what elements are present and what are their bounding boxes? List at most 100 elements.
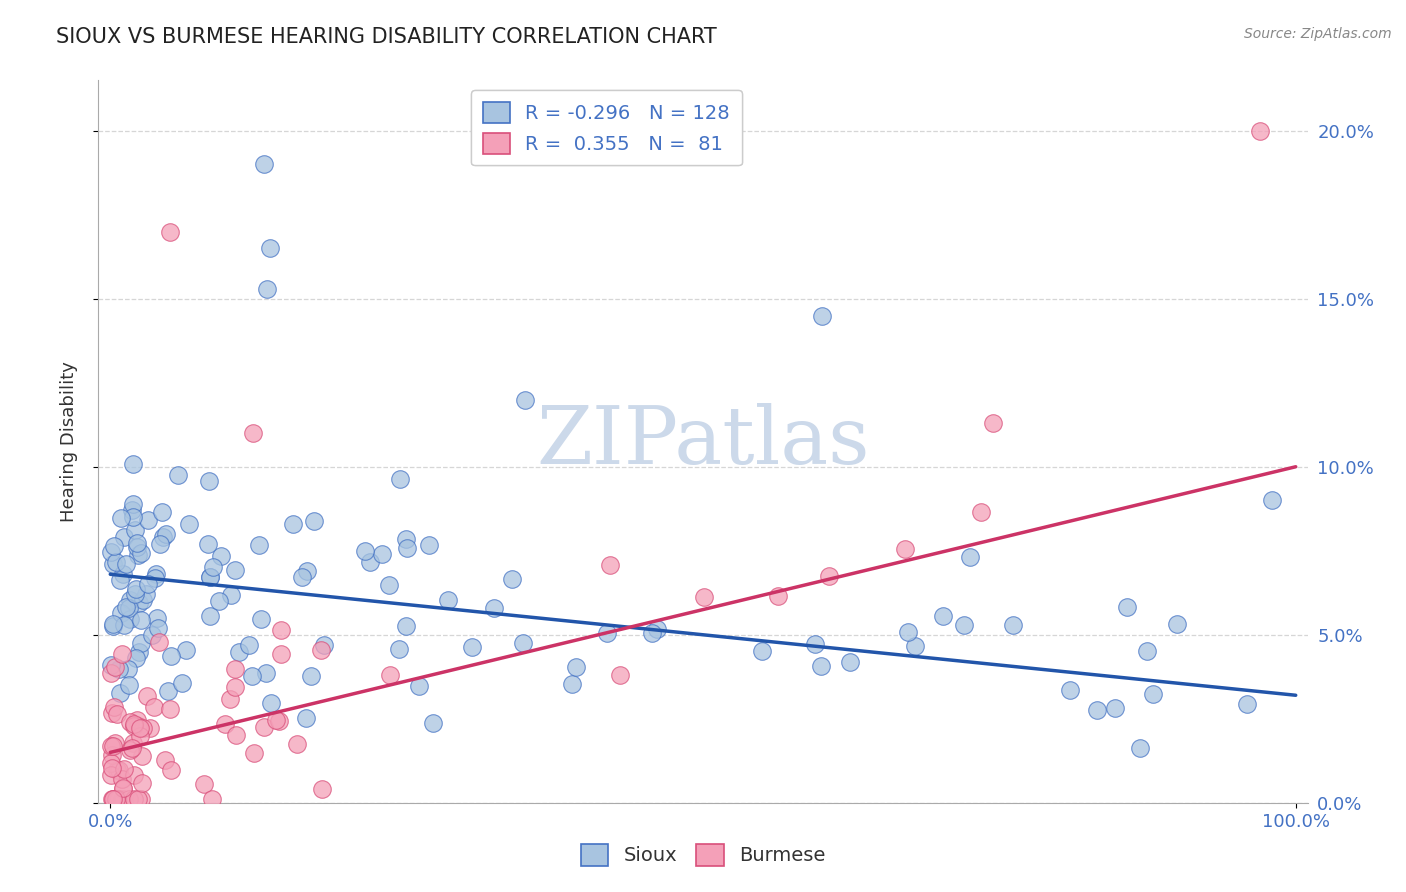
Legend: R = -0.296   N = 128, R =  0.355   N =  81: R = -0.296 N = 128, R = 0.355 N = 81	[471, 90, 741, 165]
Point	[103, 700, 125, 714]
Y-axis label: Hearing Disability: Hearing Disability	[59, 361, 77, 522]
Point	[240, 669, 263, 683]
Point	[224, 680, 246, 694]
Text: ZIPatlas: ZIPatlas	[536, 402, 870, 481]
Point	[153, 753, 176, 767]
Point	[122, 497, 145, 511]
Point	[101, 747, 124, 762]
Point	[565, 659, 588, 673]
Point	[295, 564, 318, 578]
Point	[135, 689, 157, 703]
Point	[904, 639, 927, 653]
Point	[378, 668, 401, 682]
Point	[112, 781, 135, 796]
Point	[121, 503, 143, 517]
Point	[118, 612, 141, 626]
Point	[132, 721, 155, 735]
Point	[149, 537, 172, 551]
Point	[104, 660, 127, 674]
Point	[111, 772, 134, 786]
Point	[170, 676, 193, 690]
Point	[124, 587, 146, 601]
Point	[122, 717, 145, 731]
Point	[103, 557, 125, 571]
Point	[127, 548, 149, 562]
Point	[152, 531, 174, 545]
Point	[103, 792, 125, 806]
Point	[159, 702, 181, 716]
Point	[100, 756, 122, 771]
Point	[131, 775, 153, 789]
Point	[125, 714, 148, 728]
Point	[395, 541, 418, 555]
Point	[512, 636, 534, 650]
Point	[198, 609, 221, 624]
Point	[127, 718, 149, 732]
Point	[121, 457, 143, 471]
Point	[125, 582, 148, 596]
Point	[692, 591, 714, 605]
Point	[105, 707, 128, 722]
Point	[437, 592, 460, 607]
Point	[299, 669, 322, 683]
Point	[110, 606, 132, 620]
Point	[253, 157, 276, 171]
Point	[100, 545, 122, 559]
Point	[124, 768, 146, 782]
Point	[270, 647, 292, 661]
Point	[270, 624, 292, 638]
Point	[359, 555, 381, 569]
Point	[515, 392, 537, 407]
Point	[107, 792, 129, 806]
Point	[121, 736, 143, 750]
Point	[110, 510, 132, 524]
Point	[114, 558, 136, 572]
Point	[111, 792, 134, 806]
Point	[103, 792, 125, 806]
Point	[107, 763, 129, 777]
Point	[110, 573, 132, 587]
Text: SIOUX VS BURMESE HEARING DISABILITY CORRELATION CHART: SIOUX VS BURMESE HEARING DISABILITY CORR…	[56, 27, 717, 46]
Point	[1236, 697, 1258, 711]
Point	[112, 781, 135, 796]
Point	[148, 634, 170, 648]
Point	[287, 737, 309, 751]
Point	[250, 612, 273, 626]
Point	[378, 577, 401, 591]
Point	[595, 625, 617, 640]
Point	[100, 657, 122, 672]
Text: Source: ZipAtlas.com: Source: ZipAtlas.com	[1244, 27, 1392, 41]
Point	[314, 638, 336, 652]
Point	[228, 645, 250, 659]
Point	[100, 768, 122, 782]
Point	[111, 792, 134, 806]
Point	[131, 749, 153, 764]
Point	[408, 679, 430, 693]
Point	[422, 715, 444, 730]
Point	[1059, 683, 1081, 698]
Point	[146, 621, 169, 635]
Point	[121, 740, 143, 755]
Point	[242, 426, 264, 441]
Point	[118, 792, 141, 806]
Point	[291, 570, 314, 584]
Point	[112, 530, 135, 544]
Point	[281, 516, 304, 531]
Point	[103, 739, 125, 753]
Point	[100, 665, 122, 680]
Point	[353, 544, 375, 558]
Point	[645, 622, 668, 636]
Point	[142, 700, 165, 714]
Point	[839, 655, 862, 669]
Point	[197, 537, 219, 551]
Legend: Sioux, Burmese: Sioux, Burmese	[572, 837, 834, 873]
Point	[108, 686, 131, 700]
Point	[128, 596, 150, 610]
Point	[111, 647, 134, 661]
Point	[111, 792, 134, 806]
Point	[128, 645, 150, 659]
Point	[129, 635, 152, 649]
Point	[214, 717, 236, 731]
Point	[107, 662, 129, 676]
Point	[395, 619, 418, 633]
